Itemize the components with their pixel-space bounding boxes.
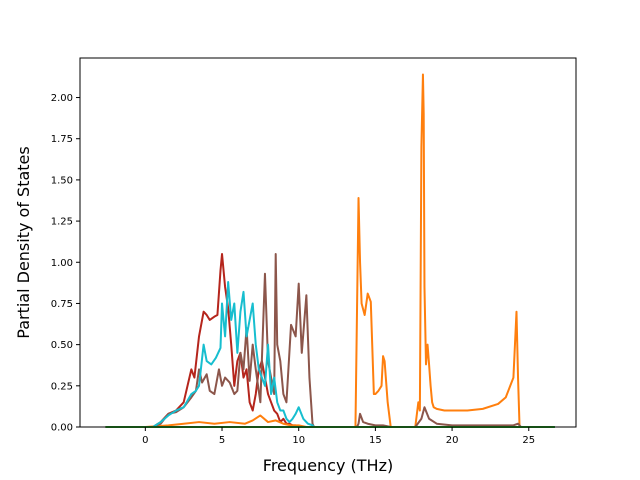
series-line-2 (105, 73, 555, 428)
series-line-4 (105, 281, 555, 428)
y-tick-label: 0.00 (51, 423, 73, 434)
x-axis: 0 5 10 15 20 25 (142, 427, 535, 446)
y-axis: 0.00 0.25 0.50 0.75 1.00 1.25 1.50 1.75 2.00 (51, 93, 80, 434)
x-tick-label: 5 (219, 435, 225, 446)
x-tick-label: 10 (292, 435, 305, 446)
y-tick-label: 0.25 (51, 381, 73, 392)
y-tick-label: 1.50 (51, 175, 73, 186)
y-axis-title: Partial Density of States (14, 146, 33, 338)
y-tick-label: 1.00 (51, 258, 73, 269)
y-tick-label: 0.75 (51, 299, 73, 310)
y-tick-label: 1.75 (51, 134, 73, 145)
x-tick-label: 25 (522, 435, 535, 446)
y-tick-label: 2.00 (51, 93, 73, 104)
y-tick-label: 1.25 (51, 217, 73, 228)
x-axis-title: Frequency (THz) (263, 456, 393, 475)
x-tick-label: 20 (446, 435, 459, 446)
x-tick-label: 0 (142, 435, 148, 446)
y-tick-label: 0.50 (51, 340, 73, 351)
x-tick-label: 15 (369, 435, 382, 446)
plot-frame (79, 57, 577, 428)
